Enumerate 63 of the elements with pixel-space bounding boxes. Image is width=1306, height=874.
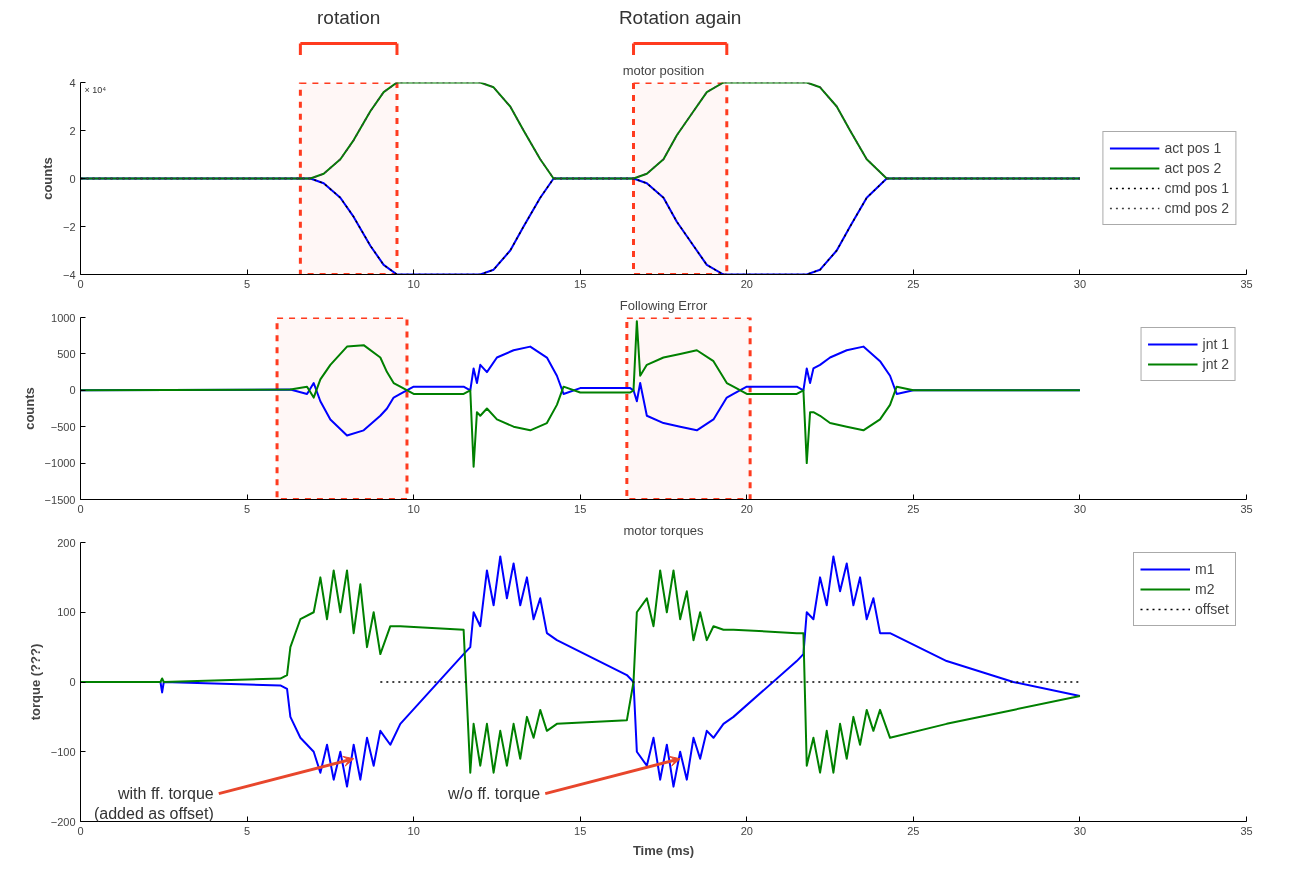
legend-label: jnt 1 <box>1202 336 1229 352</box>
y-axis-title: counts <box>21 387 37 430</box>
y-tick-label: −100 <box>50 745 76 758</box>
y-tick-label: 1000 <box>51 311 76 324</box>
x-tick-label: 15 <box>574 502 587 515</box>
y-tick-label: 0 <box>69 676 76 688</box>
x-tick-label: 20 <box>740 277 753 290</box>
x-tick-label: 0 <box>77 277 84 290</box>
legend-label: act pos 2 <box>1164 160 1222 176</box>
x-tick-label: 30 <box>1073 824 1087 837</box>
y-tick-label: −200 <box>50 815 76 828</box>
legend-label: m2 <box>1195 581 1215 597</box>
x-tick-label: 0 <box>77 502 84 515</box>
y-tick-label: 0 <box>69 172 76 185</box>
x-tick-label: 35 <box>1240 502 1253 515</box>
y-tick-label: 2 <box>69 124 76 137</box>
y-tick-label: −500 <box>50 420 76 433</box>
x-tick-label: 30 <box>1073 502 1087 515</box>
y-tick-label: −2 <box>62 220 76 233</box>
legend-label: act pos 1 <box>1164 140 1222 156</box>
legend-label: jnt 2 <box>1202 356 1229 372</box>
legend-label: m1 <box>1195 561 1215 577</box>
y-tick-label: −1500 <box>44 493 76 506</box>
line-series <box>80 320 1081 468</box>
y-axis-title: counts <box>39 157 55 200</box>
x-tick-label: 5 <box>244 502 251 515</box>
line-series <box>80 82 1081 180</box>
y-axis-title: torque (???) <box>27 643 43 721</box>
x-tick-label: 30 <box>1073 277 1087 290</box>
band-label: rotation <box>316 7 381 28</box>
x-tick-label: 35 <box>1240 824 1253 837</box>
y-tick-label: 4 <box>69 76 76 89</box>
band-label: Rotation again <box>618 7 742 28</box>
x-tick-label: 25 <box>907 277 920 290</box>
x-tick-label: 10 <box>407 502 420 515</box>
y-tick-label: −1000 <box>44 457 76 470</box>
y-tick-label: 500 <box>57 347 76 360</box>
x-tick-label: 15 <box>574 277 587 290</box>
x-tick-label: 35 <box>1240 277 1253 290</box>
x-tick-label: 10 <box>407 277 420 290</box>
annotation: with ff. torque (added as offset) <box>93 785 214 823</box>
y-tick-label: 100 <box>57 606 76 619</box>
legend-label: offset <box>1195 601 1229 617</box>
x-tick-label: 15 <box>574 824 587 837</box>
x-tick-label: 10 <box>407 824 420 837</box>
legend-label: cmd pos 2 <box>1164 200 1229 216</box>
annotation: × 10⁴ <box>84 84 107 95</box>
x-tick-label: 5 <box>244 824 251 837</box>
x-tick-label: 5 <box>244 277 251 290</box>
x-tick-label: 25 <box>907 824 920 837</box>
y-tick-label: 200 <box>57 536 76 549</box>
chart-title: motor torques <box>623 522 705 538</box>
y-tick-label: −4 <box>62 268 76 281</box>
x-tick-label: 20 <box>740 502 753 515</box>
x-axis-title: Time (ms) <box>632 842 695 858</box>
x-tick-label: 20 <box>740 824 753 837</box>
x-tick-label: 0 <box>77 824 84 837</box>
legend-label: cmd pos 1 <box>1164 180 1229 196</box>
chart-title: Following Error <box>619 297 708 313</box>
y-tick-label: 0 <box>69 384 76 397</box>
annotation: w/o ff. torque <box>447 785 541 803</box>
x-tick-label: 25 <box>907 502 920 515</box>
chart-title: motor position <box>622 62 705 78</box>
